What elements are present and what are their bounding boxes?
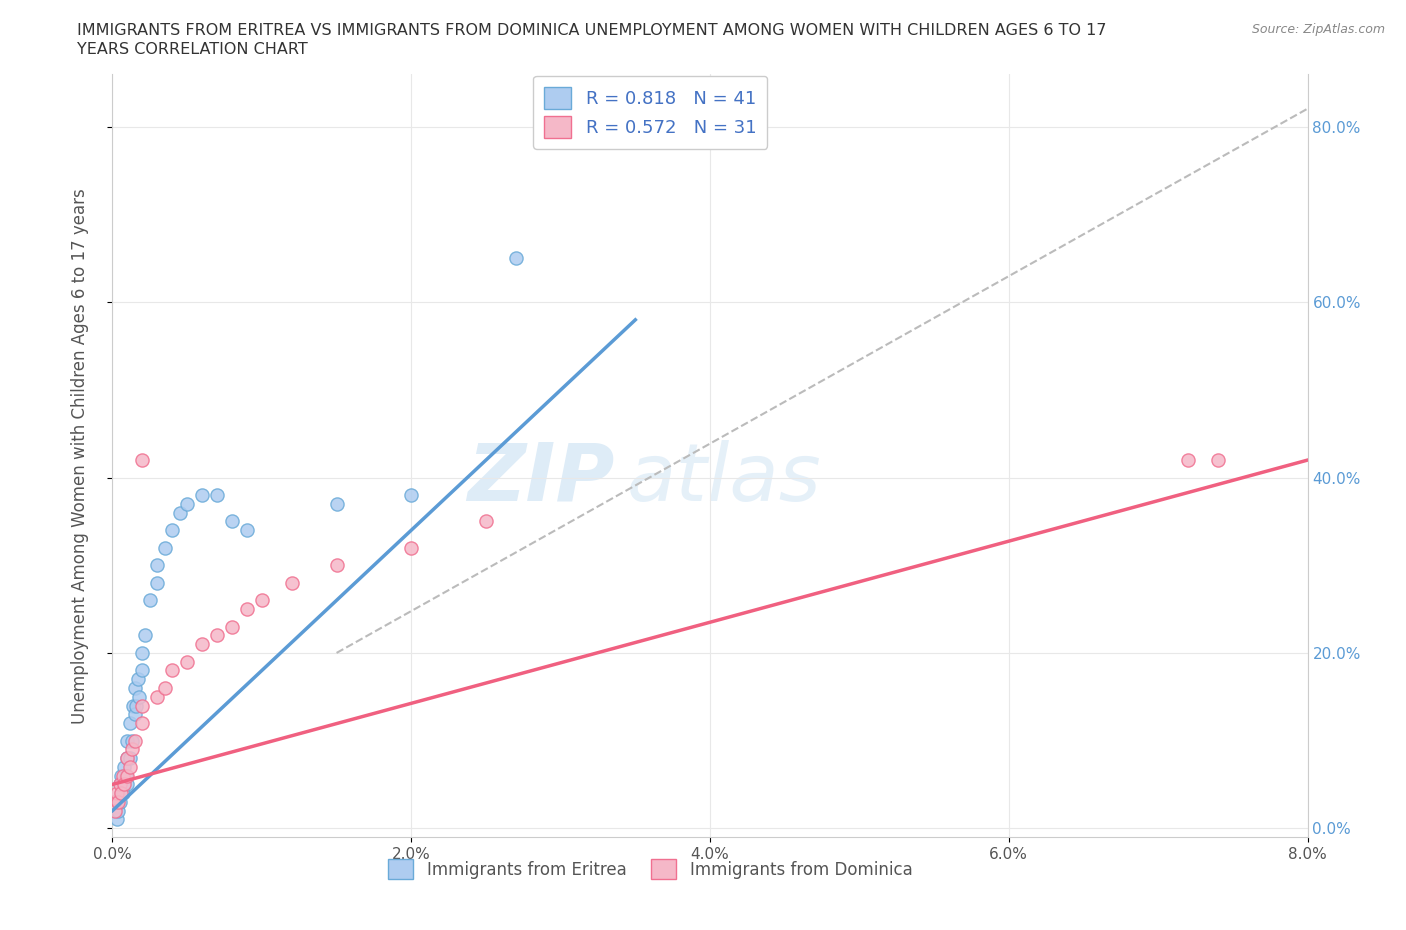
Point [131, 715, 153, 730]
Point [117, 733, 139, 748]
Point [122, 698, 145, 713]
Text: atlas: atlas [627, 440, 821, 518]
Point [124, 733, 146, 748]
Point [146, 558, 169, 573]
Text: YEARS CORRELATION CHART: YEARS CORRELATION CHART [77, 42, 308, 57]
Point [114, 777, 135, 791]
Point [205, 487, 228, 502]
Point [110, 768, 132, 783]
Point [401, 540, 423, 555]
Point [117, 751, 139, 765]
Text: ZIP: ZIP [467, 440, 614, 518]
Point [121, 733, 143, 748]
Point [131, 453, 153, 468]
Point [191, 487, 214, 502]
Point [125, 698, 148, 713]
Point [325, 497, 347, 512]
Point [104, 804, 127, 818]
Point [104, 804, 127, 818]
Point [146, 689, 169, 704]
Point [108, 777, 131, 791]
Point [139, 593, 162, 608]
Point [176, 497, 198, 512]
Point [281, 576, 304, 591]
Point [103, 794, 125, 809]
Point [250, 593, 273, 608]
Point [114, 777, 135, 791]
Point [221, 619, 243, 634]
Point [1206, 453, 1229, 468]
Point [117, 751, 139, 765]
Text: Source: ZipAtlas.com: Source: ZipAtlas.com [1251, 23, 1385, 36]
Point [131, 645, 153, 660]
Y-axis label: Unemployment Among Women with Children Ages 6 to 17 years: Unemployment Among Women with Children A… [70, 188, 89, 724]
Point [153, 681, 176, 696]
Point [1177, 453, 1199, 468]
Point [153, 540, 176, 555]
Point [236, 523, 259, 538]
Point [105, 812, 128, 827]
Point [146, 576, 169, 591]
Point [325, 558, 347, 573]
Point [111, 768, 134, 783]
Point [162, 523, 183, 538]
Point [401, 487, 423, 502]
Point [108, 777, 131, 791]
Point [128, 689, 150, 704]
Point [131, 698, 153, 713]
Point [117, 777, 139, 791]
Point [110, 786, 132, 801]
Point [105, 794, 128, 809]
Point [162, 663, 183, 678]
Point [121, 742, 143, 757]
Point [505, 251, 527, 266]
Point [107, 804, 129, 818]
Point [169, 505, 191, 520]
Point [120, 751, 142, 765]
Point [114, 760, 135, 775]
Text: IMMIGRANTS FROM ERITREA VS IMMIGRANTS FROM DOMINICA UNEMPLOYMENT AMONG WOMEN WIT: IMMIGRANTS FROM ERITREA VS IMMIGRANTS FR… [77, 23, 1107, 38]
Point [236, 602, 259, 617]
Point [124, 707, 146, 722]
Point [475, 514, 498, 529]
Point [105, 786, 128, 801]
Point [115, 768, 138, 783]
Point [117, 768, 139, 783]
Point [124, 681, 146, 696]
Point [134, 628, 156, 643]
Point [127, 671, 149, 686]
Point [120, 760, 142, 775]
Point [120, 715, 142, 730]
Point [221, 514, 243, 529]
Legend: Immigrants from Eritrea, Immigrants from Dominica: Immigrants from Eritrea, Immigrants from… [381, 852, 920, 886]
Point [205, 628, 228, 643]
Point [110, 786, 132, 801]
Point [191, 637, 214, 652]
Point [131, 663, 153, 678]
Point [108, 794, 131, 809]
Point [107, 794, 129, 809]
Point [176, 654, 198, 669]
Point [111, 786, 134, 801]
